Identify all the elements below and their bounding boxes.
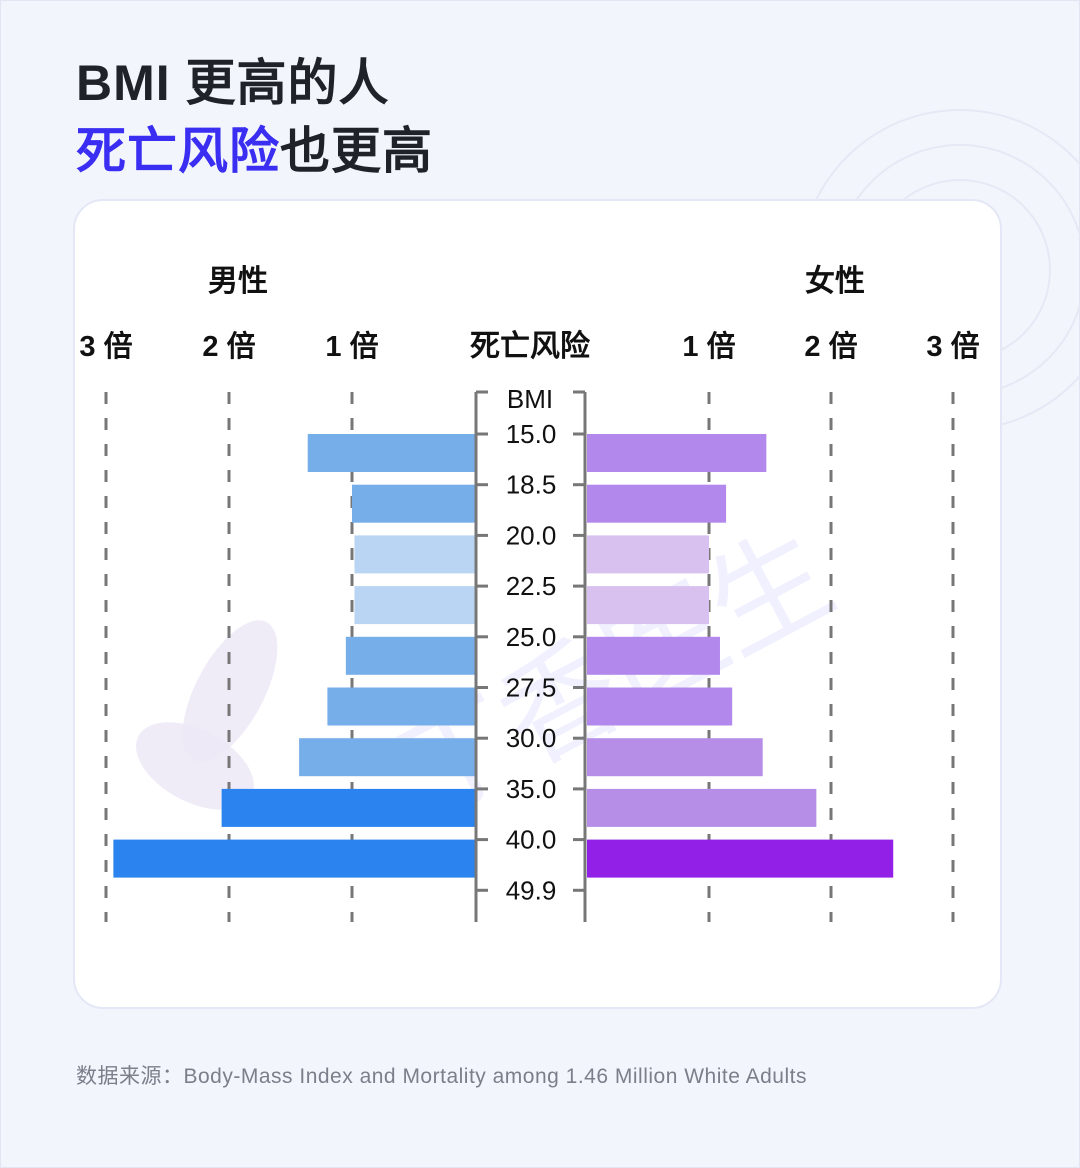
male-bar bbox=[221, 788, 475, 827]
female-bar bbox=[587, 586, 709, 625]
female-bar bbox=[587, 535, 709, 574]
male-tick-label: 3 倍 bbox=[79, 329, 132, 363]
bmi-tick-label: 25.0 bbox=[506, 622, 557, 652]
male-tick-label: 2 倍 bbox=[202, 329, 255, 363]
data-source-note: 数据来源：Body-Mass Index and Mortality among… bbox=[76, 1065, 807, 1088]
bmi-tick-label: 49.9 bbox=[506, 875, 557, 905]
male-bar bbox=[113, 839, 475, 878]
title-highlight: 死亡风险 bbox=[76, 123, 280, 179]
bmi-axis-title: BMI bbox=[507, 384, 553, 414]
male-bar bbox=[307, 434, 475, 472]
watermark-leaf-icon bbox=[182, 620, 278, 762]
center-axis-title: 死亡风险 bbox=[470, 329, 591, 363]
female-bar bbox=[587, 687, 733, 726]
female-bar bbox=[587, 788, 817, 827]
bmi-tick-label: 30.0 bbox=[506, 723, 557, 753]
female-bar bbox=[587, 738, 763, 777]
female-tick-label: 3 倍 bbox=[926, 329, 979, 363]
female-bar bbox=[587, 636, 720, 675]
female-group-label: 女性 bbox=[805, 264, 865, 298]
bmi-tick-label: 40.0 bbox=[506, 825, 557, 855]
female-tick-label: 1 倍 bbox=[682, 329, 735, 363]
male-bar bbox=[345, 636, 475, 675]
male-bar bbox=[352, 484, 475, 523]
page-subtitle: 死亡风险也更高 bbox=[76, 126, 433, 176]
male-bar bbox=[327, 687, 475, 726]
male-bar bbox=[354, 586, 475, 625]
male-bar bbox=[354, 535, 475, 574]
male-bar bbox=[299, 738, 475, 777]
page-title: BMI 更高的人 bbox=[76, 55, 390, 111]
bmi-tick-label: 15.0 bbox=[506, 419, 557, 449]
female-bar bbox=[587, 839, 894, 878]
watermark-leaf-icon bbox=[136, 722, 254, 810]
bmi-tick-label: 22.5 bbox=[506, 571, 557, 601]
bmi-tick-label: 20.0 bbox=[506, 520, 557, 550]
female-bar bbox=[587, 434, 767, 472]
bmi-tick-label: 18.5 bbox=[506, 470, 557, 500]
female-bar bbox=[587, 484, 727, 523]
title-rest: 也更高 bbox=[280, 123, 433, 179]
male-group-label: 男性 bbox=[208, 265, 268, 298]
female-tick-label: 2 倍 bbox=[804, 329, 857, 363]
bmi-tick-label: 27.5 bbox=[506, 673, 557, 703]
bmi-tick-label: 35.0 bbox=[506, 774, 557, 804]
male-tick-label: 1 倍 bbox=[325, 329, 378, 363]
